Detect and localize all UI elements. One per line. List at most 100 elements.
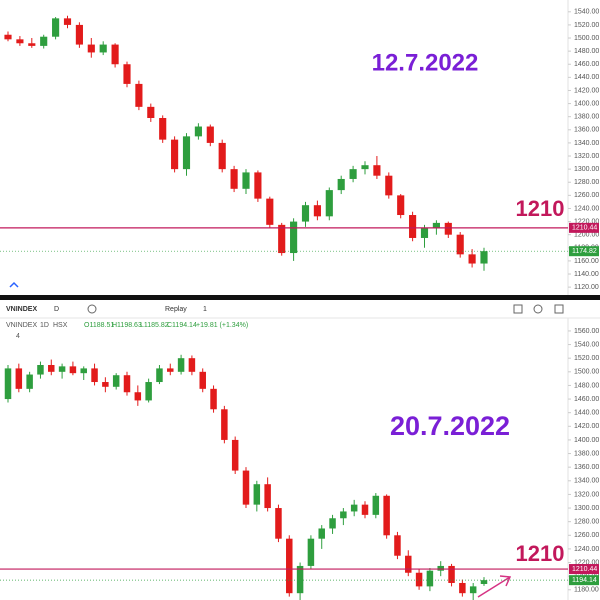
candle-body (350, 504, 358, 512)
y-tick-label: 1320.00 (574, 153, 599, 160)
candle-body (156, 368, 163, 383)
candle-body (290, 221, 298, 254)
candle-body (340, 511, 347, 519)
y-tick-label: 1260.00 (574, 192, 599, 199)
y-tick-label: 1340.00 (574, 478, 599, 485)
toolbar (0, 300, 600, 318)
candle-body (480, 580, 488, 584)
candle-body (112, 375, 120, 387)
candle-body (167, 368, 174, 372)
indicator-count[interactable]: 4 (16, 333, 20, 340)
candle-body (448, 565, 455, 583)
logo-icon (9, 281, 19, 288)
candle-body (177, 358, 185, 372)
y-tick-label: 1140.00 (574, 271, 599, 278)
candle-body (313, 205, 321, 217)
candle-body (58, 366, 66, 372)
candle-body (301, 205, 310, 222)
candle-body (75, 24, 83, 45)
candle-body (444, 222, 452, 235)
candle-body (468, 254, 476, 264)
candle-body (99, 44, 107, 53)
y-tick-label: 1200.00 (574, 232, 599, 239)
candle-body (69, 366, 77, 374)
candle-body (278, 224, 286, 254)
legend-close: C1194.14 (167, 322, 197, 329)
candle-body (426, 570, 434, 587)
candle-body (52, 18, 60, 37)
candle-body (206, 126, 214, 143)
candle-body (337, 178, 345, 191)
annotation: 1210 (516, 541, 565, 566)
y-tick-label: 1380.00 (574, 114, 599, 121)
y-tick-label: 1160.00 (574, 258, 599, 265)
candle-body (242, 470, 250, 505)
candle-body (253, 484, 261, 505)
legend-low: L1185.82 (140, 322, 169, 329)
layout-button[interactable]: 1 (203, 306, 207, 313)
legend-symbol: VNINDEX (6, 322, 37, 329)
price-tag-label: 1210.44 (572, 225, 597, 232)
y-tick-label: 1440.00 (574, 74, 599, 81)
candle-body (286, 538, 293, 594)
candle-body (16, 39, 24, 44)
y-tick-label: 1520.00 (574, 355, 599, 362)
y-tick-label: 1120.00 (574, 284, 599, 291)
candle-body (26, 374, 33, 389)
candle-body (111, 44, 119, 65)
candle-body (264, 484, 271, 509)
candle-body (221, 409, 228, 440)
y-tick-label: 1260.00 (574, 532, 599, 539)
candles (4, 15, 488, 271)
y-tick-label: 1500.00 (574, 369, 599, 376)
chart-title: 20.7.2022 (390, 411, 510, 441)
annotation: 1210 (516, 196, 565, 221)
symbol-button[interactable]: VNINDEX (6, 306, 37, 313)
y-tick-label: 1560.00 (574, 328, 599, 335)
y-tick-label: 1340.00 (574, 140, 599, 147)
candle-body (242, 172, 250, 189)
fullscreen-icon[interactable] (554, 304, 564, 314)
candle-body (210, 388, 217, 410)
candle-body (102, 382, 109, 387)
y-tick-label: 1500.00 (574, 35, 599, 42)
y-tick-label: 1540.00 (574, 9, 599, 16)
y-tick-label: 1480.00 (574, 48, 599, 55)
price-tag (569, 246, 599, 257)
price-tag-label: 1210.44 (572, 566, 597, 573)
y-tick-label: 1240.00 (574, 205, 599, 212)
y-tick-label: 1220.00 (574, 218, 599, 225)
candle-body (134, 392, 142, 401)
candle-body (409, 215, 417, 238)
candle-body (385, 175, 393, 196)
settings-icon[interactable] (533, 304, 543, 314)
candle-body (480, 251, 488, 264)
y-tick-label: 1280.00 (574, 179, 599, 186)
price-tag (569, 575, 599, 586)
y-tick-label: 1400.00 (574, 437, 599, 444)
candle-body (230, 169, 238, 189)
candle-body (159, 118, 167, 140)
replay-button[interactable]: Replay (165, 306, 187, 313)
candle-body (40, 36, 48, 46)
indicator-icon[interactable] (87, 304, 97, 314)
candle-body (318, 528, 325, 539)
candle-body (171, 139, 179, 170)
divider (0, 295, 600, 300)
candle-body (145, 382, 152, 401)
y-tick-label: 1320.00 (574, 491, 599, 498)
price-tag (569, 222, 599, 233)
chart-title: 12.7.2022 (372, 49, 479, 76)
candle-body (296, 565, 304, 594)
layout-icon[interactable] (513, 304, 523, 314)
candle-body (372, 495, 380, 515)
candle-body (37, 365, 44, 375)
candle-body (456, 234, 464, 255)
candle-body (4, 368, 12, 400)
candle-body (48, 365, 55, 372)
candle-body (123, 375, 131, 393)
interval-button[interactable]: D (54, 306, 59, 313)
candle-body (231, 439, 239, 471)
